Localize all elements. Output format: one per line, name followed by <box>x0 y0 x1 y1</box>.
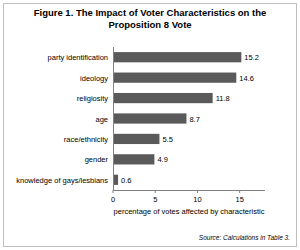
category-label: ideology <box>80 74 108 83</box>
data-label: 14.6 <box>239 74 254 83</box>
bars <box>113 52 241 185</box>
data-label: 8.7 <box>189 115 199 124</box>
title-line: Proposition 8 Vote <box>108 19 191 30</box>
category-label: race/ethnicity <box>64 135 108 144</box>
bar <box>113 52 241 62</box>
bar <box>113 134 159 144</box>
category-label: gender <box>85 155 109 164</box>
x-axis <box>113 190 265 191</box>
category-label: religiosity <box>77 94 109 103</box>
bar <box>113 73 236 83</box>
x-tick-label: 0 <box>111 195 115 204</box>
data-label: 4.9 <box>157 155 167 164</box>
bar <box>113 93 213 103</box>
x-tick <box>113 190 114 193</box>
x-tick-label: 5 <box>153 195 157 204</box>
x-tick-label: 15 <box>235 195 243 204</box>
category-label: knowledge of gays/lesbians <box>16 176 108 185</box>
title: Figure 1. The Impact of Voter Characteri… <box>34 7 267 30</box>
bar <box>113 154 154 164</box>
data-label: 5.5 <box>162 135 172 144</box>
category-label: age <box>95 115 108 124</box>
y-axis <box>113 47 114 190</box>
frame <box>4 4 297 247</box>
x-tick-label: 10 <box>193 195 201 204</box>
x-tick <box>155 190 156 193</box>
annotation: Source: Calculations in Table 3. <box>199 234 290 241</box>
x-tick <box>197 190 198 193</box>
data-label: 15.2 <box>244 53 259 62</box>
data-label: 0.6 <box>121 176 131 185</box>
x-tick <box>239 190 240 193</box>
category-label: party identification <box>48 53 108 62</box>
chart: Figure 1. The Impact of Voter Characteri… <box>0 0 300 250</box>
x-axis-label: percentage of votes affected by characte… <box>114 207 265 216</box>
title-line: Figure 1. The Impact of Voter Characteri… <box>34 7 267 18</box>
data-label: 11.8 <box>216 94 230 103</box>
bar <box>113 113 186 123</box>
